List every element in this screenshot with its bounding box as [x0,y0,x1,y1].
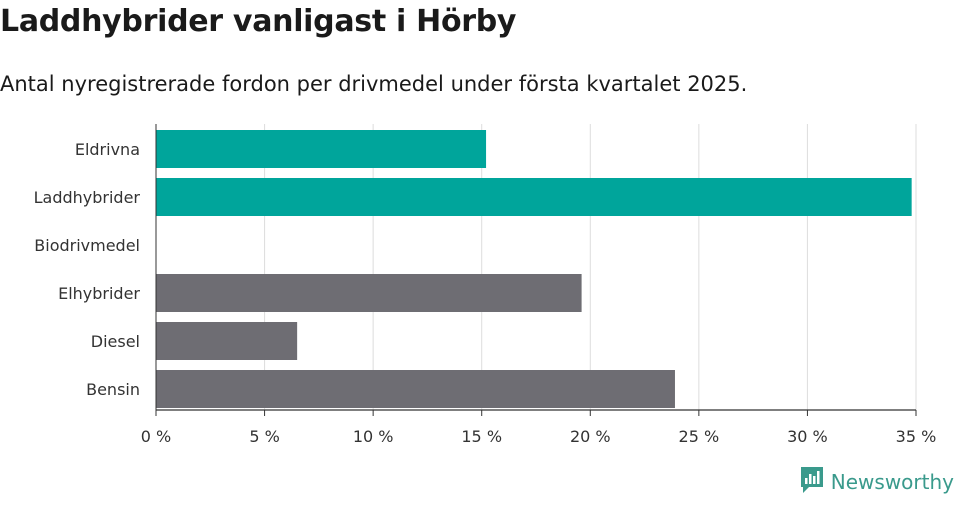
category-label: Bensin [86,380,140,399]
x-tick-label: 35 % [896,427,937,446]
x-tick-label: 20 % [570,427,611,446]
x-tick-label: 25 % [679,427,720,446]
chart-subtitle: Antal nyregistrerade fordon per drivmede… [0,72,748,96]
x-tick-label: 15 % [461,427,502,446]
newsworthy-logo-text: Newsworthy [830,470,954,494]
bar-eldrivna[interactable] [156,130,487,168]
x-tick-label: 0 % [141,427,171,446]
bar-elhybrider[interactable] [156,274,582,312]
bar-laddhybrider[interactable] [156,178,912,216]
bar-diesel[interactable] [156,322,298,360]
newsworthy-logo[interactable]: Newsworthy [799,465,954,499]
x-tick-label: 5 % [249,427,279,446]
x-tick-label: 10 % [353,427,394,446]
category-label: Biodrivmedel [34,236,140,255]
category-label: Elhybrider [58,284,140,303]
category-label: Laddhybrider [34,188,141,207]
chart-title: Laddhybrider vanligast i Hörby [0,4,517,39]
category-label: Diesel [91,332,140,351]
x-axis: 0 % 5 % 10 % 15 % 20 % 25 % 30 % 35 % [141,124,937,446]
grid-lines [264,124,917,410]
category-label: Eldrivna [75,140,140,159]
bars [156,130,912,408]
category-labels: Eldrivna Laddhybrider Biodrivmedel Elhybrid… [34,140,141,399]
newsworthy-logo-icon [799,465,825,499]
x-tick-label: 30 % [787,427,828,446]
bar-bensin[interactable] [156,370,675,408]
